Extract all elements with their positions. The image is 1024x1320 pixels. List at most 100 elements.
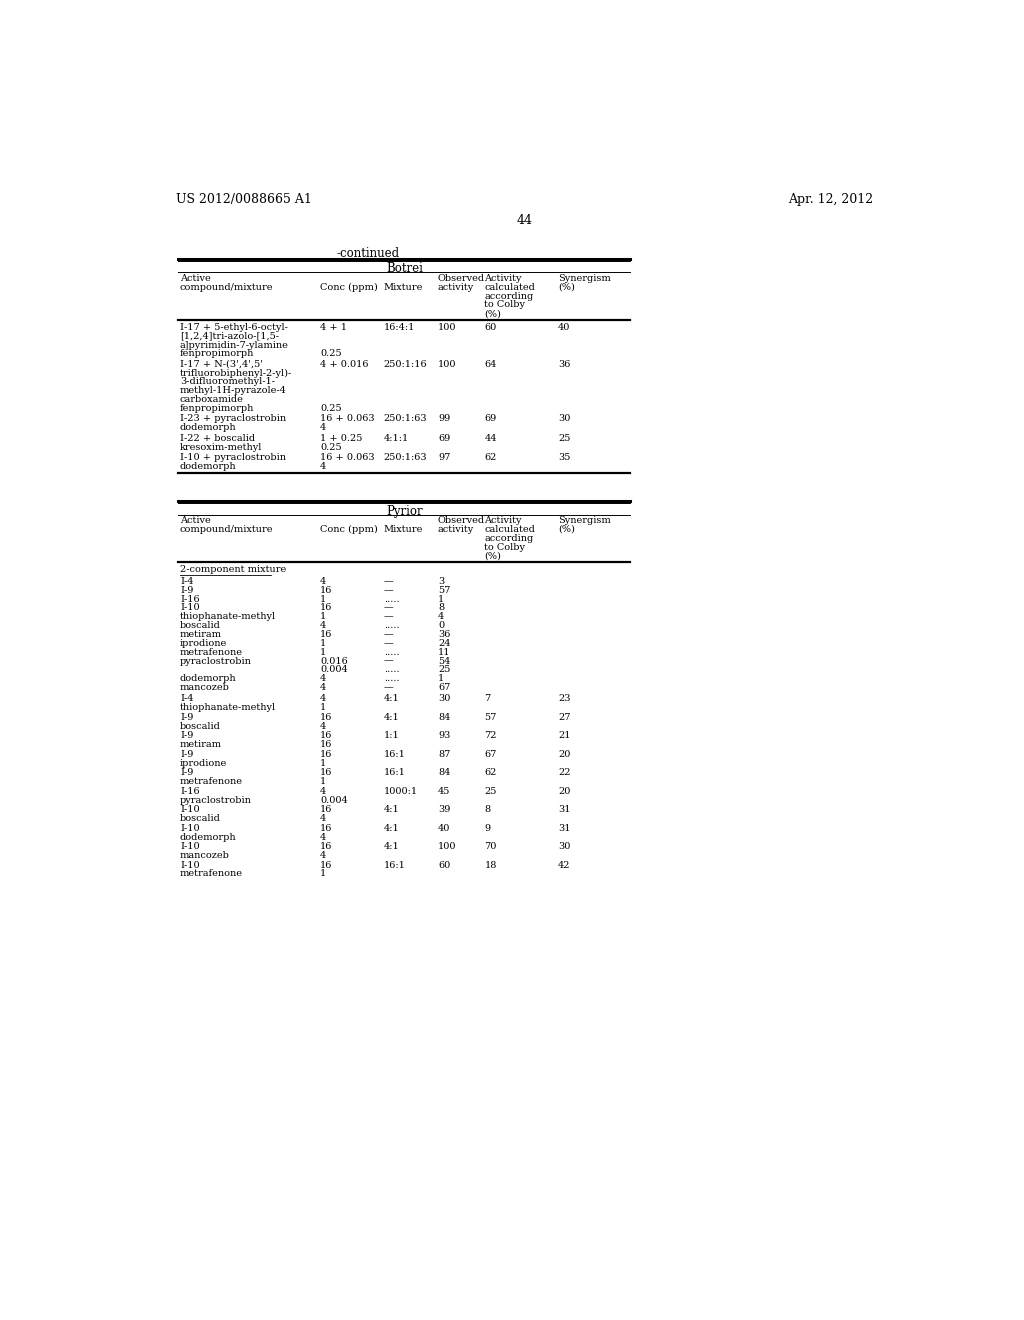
Text: 64: 64 — [484, 360, 497, 368]
Text: 4: 4 — [321, 833, 327, 842]
Text: 4:1: 4:1 — [384, 713, 399, 722]
Text: calculated: calculated — [484, 282, 536, 292]
Text: 84: 84 — [438, 768, 451, 777]
Text: (%): (%) — [484, 552, 502, 561]
Text: I-10: I-10 — [180, 861, 200, 870]
Text: I-10: I-10 — [180, 824, 200, 833]
Text: fenpropimorph: fenpropimorph — [180, 350, 254, 358]
Text: thiophanate-methyl: thiophanate-methyl — [180, 704, 276, 713]
Text: 16 + 0.063: 16 + 0.063 — [321, 453, 375, 462]
Text: Conc (ppm): Conc (ppm) — [321, 282, 378, 292]
Text: 45: 45 — [438, 787, 451, 796]
Text: US 2012/0088665 A1: US 2012/0088665 A1 — [176, 193, 312, 206]
Text: 20: 20 — [558, 787, 570, 796]
Text: 69: 69 — [438, 434, 451, 442]
Text: 21: 21 — [558, 731, 570, 741]
Text: 72: 72 — [484, 731, 497, 741]
Text: 57: 57 — [438, 586, 451, 595]
Text: —: — — [384, 639, 393, 648]
Text: Activity: Activity — [484, 516, 522, 525]
Text: I-9: I-9 — [180, 713, 194, 722]
Text: 30: 30 — [558, 842, 570, 851]
Text: dodemorph: dodemorph — [180, 462, 237, 471]
Text: thiophanate-methyl: thiophanate-methyl — [180, 612, 276, 622]
Text: 16: 16 — [321, 768, 333, 777]
Text: 22: 22 — [558, 768, 570, 777]
Text: 1: 1 — [438, 675, 444, 684]
Text: 1000:1: 1000:1 — [384, 787, 418, 796]
Text: 1: 1 — [321, 648, 327, 657]
Text: 16: 16 — [321, 731, 333, 741]
Text: 1 + 0.25: 1 + 0.25 — [321, 434, 362, 442]
Text: 0: 0 — [438, 622, 444, 630]
Text: 16: 16 — [321, 630, 333, 639]
Text: compound/mixture: compound/mixture — [180, 525, 273, 533]
Text: 27: 27 — [558, 713, 570, 722]
Text: 9: 9 — [484, 824, 490, 833]
Text: (%): (%) — [558, 525, 575, 533]
Text: 60: 60 — [438, 861, 451, 870]
Text: 0.25: 0.25 — [321, 404, 342, 413]
Text: 3-difluoromethyl-1-: 3-difluoromethyl-1- — [180, 378, 274, 387]
Text: I-9: I-9 — [180, 586, 194, 595]
Text: methyl-1H-pyrazole-4: methyl-1H-pyrazole-4 — [180, 387, 287, 395]
Text: 4: 4 — [321, 462, 327, 471]
Text: 4: 4 — [321, 675, 327, 684]
Text: 25: 25 — [558, 434, 570, 442]
Text: 62: 62 — [484, 768, 497, 777]
Text: Mixture: Mixture — [384, 282, 423, 292]
Text: I-10: I-10 — [180, 842, 200, 851]
Text: 0.016: 0.016 — [321, 656, 348, 665]
Text: 30: 30 — [438, 694, 451, 704]
Text: —: — — [384, 603, 393, 612]
Text: [1,2,4]tri-azolo-[1,5-: [1,2,4]tri-azolo-[1,5- — [180, 331, 279, 341]
Text: 0.25: 0.25 — [321, 442, 342, 451]
Text: 70: 70 — [484, 842, 497, 851]
Text: 2-component mixture: 2-component mixture — [180, 565, 286, 574]
Text: Mixture: Mixture — [384, 525, 423, 533]
Text: 4 + 1: 4 + 1 — [321, 323, 347, 331]
Text: mancozeb: mancozeb — [180, 851, 229, 861]
Text: to Colby: to Colby — [484, 543, 525, 552]
Text: 0.25: 0.25 — [321, 350, 342, 358]
Text: (%): (%) — [558, 282, 575, 292]
Text: to Colby: to Colby — [484, 301, 525, 309]
Text: activity: activity — [438, 282, 474, 292]
Text: 16:1: 16:1 — [384, 861, 406, 870]
Text: 250:1:63: 250:1:63 — [384, 414, 427, 424]
Text: 16: 16 — [321, 824, 333, 833]
Text: Activity: Activity — [484, 275, 522, 282]
Text: calculated: calculated — [484, 525, 536, 533]
Text: boscalid: boscalid — [180, 622, 221, 630]
Text: metiram: metiram — [180, 741, 222, 750]
Text: 16:1: 16:1 — [384, 768, 406, 777]
Text: 20: 20 — [558, 750, 570, 759]
Text: 4: 4 — [321, 851, 327, 861]
Text: 100: 100 — [438, 323, 457, 331]
Text: 8: 8 — [484, 805, 490, 814]
Text: 4: 4 — [321, 684, 327, 692]
Text: Synergism: Synergism — [558, 275, 611, 282]
Text: I-10: I-10 — [180, 805, 200, 814]
Text: 31: 31 — [558, 805, 570, 814]
Text: dodemorph: dodemorph — [180, 675, 237, 684]
Text: 40: 40 — [438, 824, 451, 833]
Text: .....: ..... — [384, 665, 399, 675]
Text: .....: ..... — [384, 594, 399, 603]
Text: .....: ..... — [384, 675, 399, 684]
Text: 16: 16 — [321, 805, 333, 814]
Text: 93: 93 — [438, 731, 451, 741]
Text: pyraclostrobin: pyraclostrobin — [180, 656, 252, 665]
Text: 4: 4 — [321, 787, 327, 796]
Text: I-4: I-4 — [180, 694, 194, 704]
Text: 1: 1 — [321, 594, 327, 603]
Text: Synergism: Synergism — [558, 516, 611, 525]
Text: 36: 36 — [438, 630, 451, 639]
Text: 0.004: 0.004 — [321, 796, 348, 805]
Text: 44: 44 — [484, 434, 497, 442]
Text: 4:1: 4:1 — [384, 805, 399, 814]
Text: 1: 1 — [321, 870, 327, 879]
Text: 0.004: 0.004 — [321, 665, 348, 675]
Text: I-10: I-10 — [180, 603, 200, 612]
Text: 4: 4 — [438, 612, 444, 622]
